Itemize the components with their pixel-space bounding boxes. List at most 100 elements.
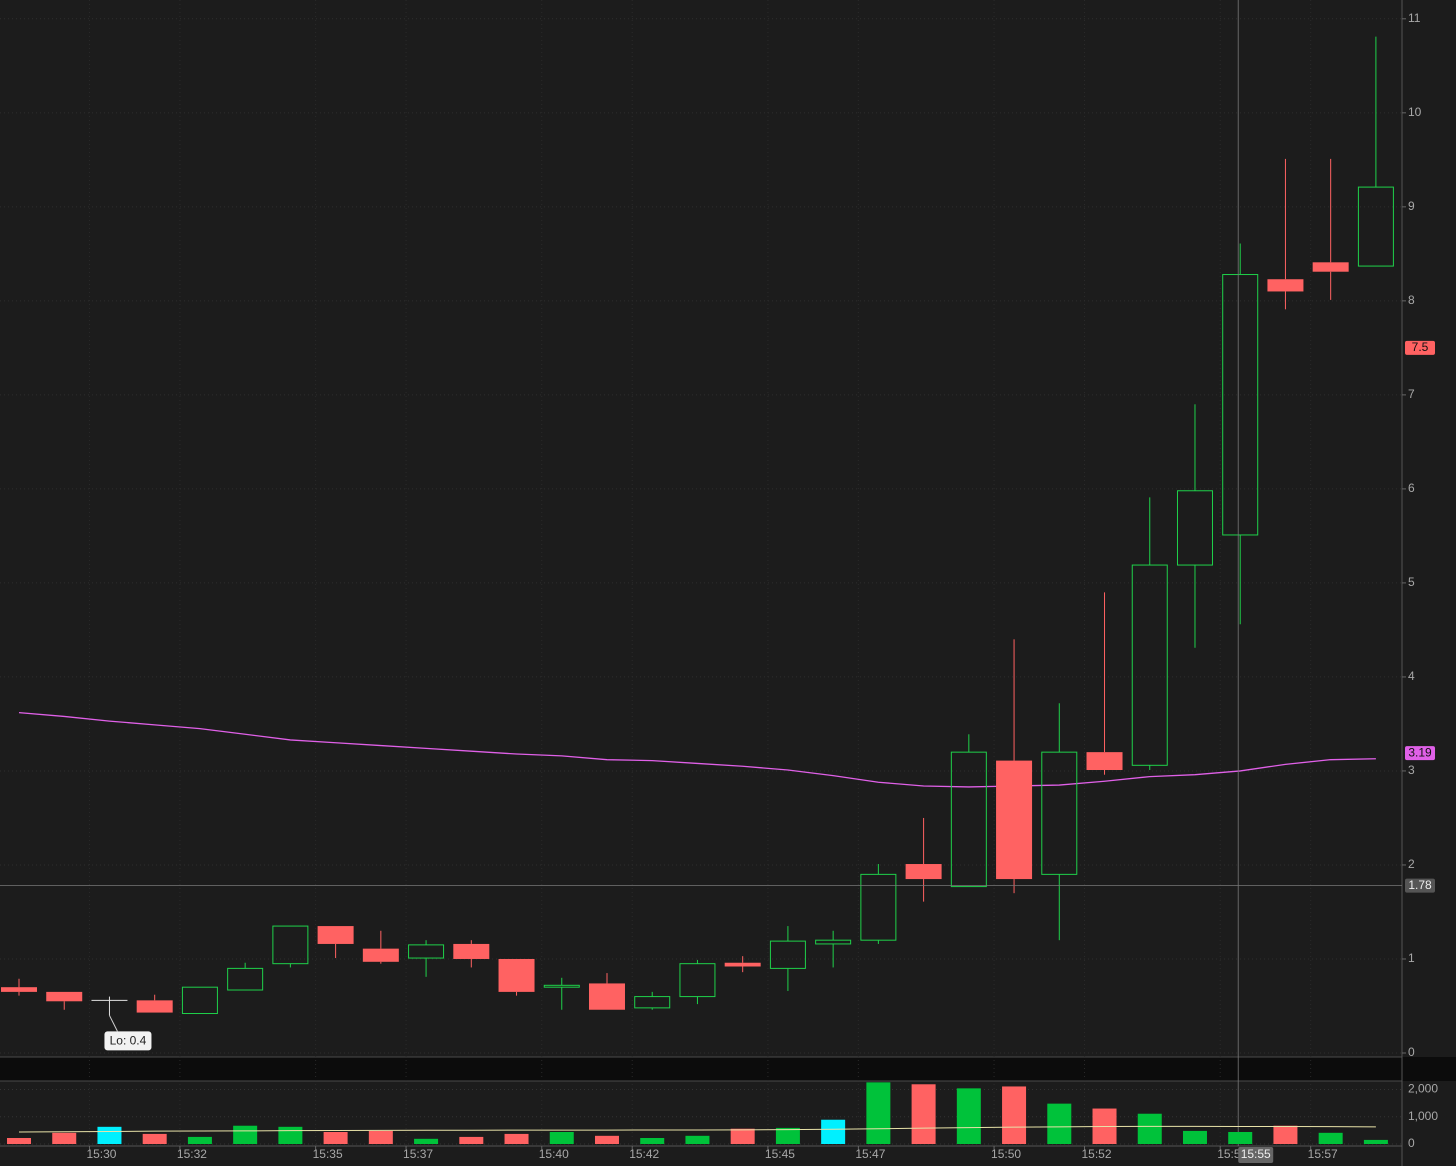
moving-average-line [18, 712, 1376, 788]
x-tick-label: 15:45 [765, 1147, 795, 1161]
x-tick-label: 15:35 [313, 1147, 343, 1161]
candle-body [1041, 751, 1078, 875]
candle [1357, 36, 1394, 267]
volume-bar [956, 1088, 981, 1144]
x-tick-label: 15:57 [1308, 1147, 1338, 1161]
volume-bar [1002, 1086, 1027, 1144]
volume-bar [414, 1138, 439, 1144]
candle-body [724, 962, 761, 967]
candle-body [317, 926, 354, 944]
candle [46, 991, 83, 1010]
candle [272, 925, 309, 968]
candle-body [136, 1000, 173, 1013]
candle-body [1357, 186, 1394, 267]
candle [543, 977, 580, 1010]
candle-body [46, 991, 83, 1002]
candle-body [860, 873, 897, 941]
x-tick-label: 15:37 [403, 1147, 433, 1161]
ma-tag-box [1405, 746, 1435, 761]
candle-body [272, 925, 309, 965]
annotation-box [104, 1031, 152, 1051]
crosshair-time-box [1238, 1147, 1274, 1163]
candle-body [362, 948, 399, 962]
x-tick-label: 15:50 [991, 1147, 1021, 1161]
x-tick-label: 15:42 [629, 1147, 659, 1161]
candle-body [950, 751, 987, 888]
y-tick-label: 4 [1408, 669, 1415, 683]
candle [815, 930, 852, 968]
candle [362, 930, 399, 964]
candle [408, 940, 445, 977]
candle [1131, 497, 1168, 771]
candle [453, 940, 490, 968]
volume-bar [640, 1138, 665, 1144]
volume-bar [233, 1125, 258, 1144]
candle-body [181, 986, 218, 1015]
candle [905, 817, 942, 902]
annotation-leader [109, 1015, 118, 1032]
candle [679, 959, 716, 1005]
volume-bar [1273, 1125, 1298, 1144]
volume-tick-label: 2,000 [1408, 1082, 1438, 1096]
candle-body [408, 944, 445, 959]
y-tick-label: 9 [1408, 199, 1415, 213]
x-tick-label: 15:52 [1082, 1147, 1112, 1161]
candle [1, 978, 37, 996]
price-tag: 7.5 [1412, 340, 1429, 354]
candle [996, 639, 1033, 894]
volume-bar [142, 1133, 167, 1144]
volume-bar [52, 1132, 77, 1144]
y-tick-label: 11 [1408, 11, 1421, 25]
candle [1312, 158, 1349, 300]
candle-body [634, 996, 671, 1009]
volume-average-line [18, 1125, 1376, 1133]
y-tick-label: 3 [1408, 763, 1415, 777]
volume-bar [187, 1136, 212, 1144]
candle [860, 864, 897, 944]
volume-bar [821, 1119, 846, 1144]
candle [769, 926, 806, 991]
candle [181, 986, 218, 1015]
volume-bar [323, 1132, 348, 1144]
candle [1086, 592, 1123, 775]
volume-bar [730, 1128, 755, 1144]
volume-bar [1137, 1113, 1162, 1144]
candle-body [905, 864, 942, 880]
volume-bar [97, 1126, 122, 1144]
volume-bar [1182, 1130, 1207, 1144]
candle [588, 973, 625, 1010]
volume-bar [1363, 1139, 1388, 1144]
y-tick-label: 2 [1408, 857, 1415, 871]
crosshair-time: 15:55 [1241, 1147, 1271, 1161]
candle [498, 958, 535, 996]
volume-bar [7, 1138, 31, 1144]
y-tick-label: 0 [1408, 1045, 1415, 1059]
y-tick-label: 5 [1408, 575, 1415, 589]
x-tick-label: 15:32 [177, 1147, 207, 1161]
candle [1267, 158, 1304, 310]
volume-bar [459, 1136, 484, 1144]
candle-body [498, 958, 535, 992]
candle-body [996, 760, 1033, 880]
candle-body [453, 943, 490, 959]
candle-body [227, 967, 264, 991]
candle-body [679, 963, 716, 998]
candle-body [1131, 564, 1168, 766]
candle-body [815, 939, 852, 945]
volume-bar [594, 1135, 619, 1144]
price-tag-box [1405, 340, 1435, 355]
candle [724, 956, 761, 973]
volume-bar [775, 1127, 800, 1144]
candle [1176, 404, 1213, 648]
volume-bar [685, 1135, 710, 1144]
volume-bar [368, 1130, 393, 1144]
candle [91, 996, 128, 1016]
candle-body [543, 984, 580, 988]
crosshair-price-box [1405, 878, 1435, 893]
candle [1222, 243, 1259, 625]
y-tick-label: 10 [1408, 105, 1422, 119]
y-tick-label: 8 [1408, 293, 1415, 307]
candle [136, 994, 173, 1013]
